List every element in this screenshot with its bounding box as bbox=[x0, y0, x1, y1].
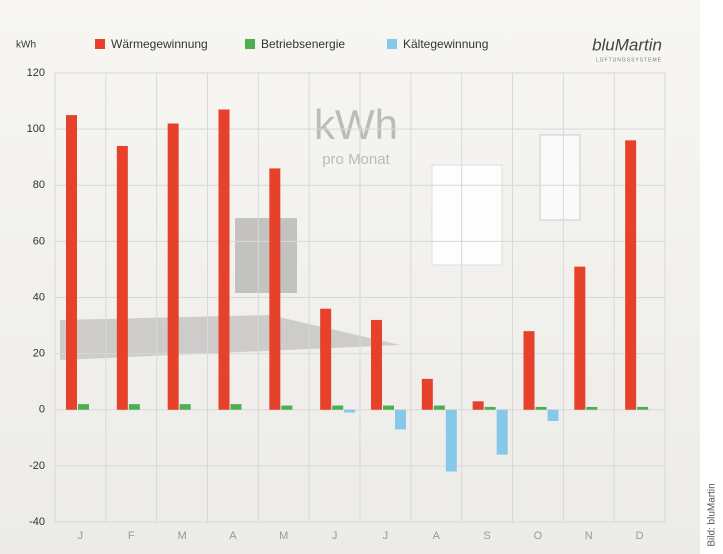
bar bbox=[637, 407, 648, 410]
x-tick-label: M bbox=[177, 530, 186, 542]
bar bbox=[574, 267, 585, 410]
y-tick-label: 80 bbox=[33, 179, 45, 191]
background bbox=[0, 0, 700, 554]
y-tick-label: -40 bbox=[29, 516, 45, 528]
bar bbox=[473, 401, 484, 409]
x-tick-label: A bbox=[433, 530, 441, 542]
legend-swatch bbox=[95, 39, 105, 49]
credit: Bild: bluMartin bbox=[707, 483, 718, 546]
bar bbox=[586, 407, 597, 410]
annotation-sub: pro Monat bbox=[322, 151, 390, 168]
x-tick-label: O bbox=[534, 530, 543, 542]
legend-swatch bbox=[245, 39, 255, 49]
x-tick-label: J bbox=[78, 530, 84, 542]
y-tick-label: 20 bbox=[33, 348, 45, 360]
x-tick-label: D bbox=[636, 530, 644, 542]
bar bbox=[497, 410, 508, 455]
y-tick-label: 60 bbox=[33, 235, 45, 247]
bar bbox=[129, 404, 140, 410]
bar bbox=[78, 404, 89, 410]
bar bbox=[536, 407, 547, 410]
bar bbox=[66, 115, 77, 410]
legend-label: Kältegewinnung bbox=[403, 37, 488, 51]
legend-label: Betriebsenergie bbox=[261, 37, 345, 51]
x-tick-label: M bbox=[279, 530, 288, 542]
legend-swatch bbox=[387, 39, 397, 49]
bar bbox=[422, 379, 433, 410]
annotation: kWh bbox=[314, 101, 398, 148]
bar bbox=[485, 407, 496, 410]
legend-label: Wärmegewinnung bbox=[111, 37, 208, 51]
y-tick-label: 0 bbox=[39, 404, 45, 416]
x-tick-label: F bbox=[128, 530, 135, 542]
x-tick-label: S bbox=[483, 530, 490, 542]
y-tick-label: 120 bbox=[27, 67, 45, 79]
bar bbox=[383, 406, 394, 410]
bar bbox=[281, 406, 292, 410]
y-axis-label: kWh bbox=[16, 40, 36, 51]
bar bbox=[524, 331, 535, 410]
bar bbox=[231, 404, 242, 410]
x-tick-label: N bbox=[585, 530, 593, 542]
y-tick-label: -20 bbox=[29, 460, 45, 472]
device-photo bbox=[540, 135, 580, 220]
bar bbox=[344, 410, 355, 413]
window-photo bbox=[432, 165, 502, 265]
x-tick-label: A bbox=[229, 530, 237, 542]
y-tick-label: 40 bbox=[33, 291, 45, 303]
logo-sub: LÜFTUNGSSYSTEME bbox=[596, 56, 662, 63]
bar bbox=[434, 406, 445, 410]
y-tick-label: 100 bbox=[27, 123, 45, 135]
bar bbox=[117, 146, 128, 410]
x-tick-label: J bbox=[332, 530, 338, 542]
bar bbox=[269, 168, 280, 409]
oven-photo bbox=[235, 218, 297, 293]
bar bbox=[395, 410, 406, 430]
chart: kWh kWh pro Monat bluMartin LÜFTUNGSSYST… bbox=[0, 0, 723, 554]
bar bbox=[180, 404, 191, 410]
x-tick-label: J bbox=[383, 530, 389, 542]
bar bbox=[219, 109, 230, 409]
bar bbox=[371, 320, 382, 410]
bar bbox=[548, 410, 559, 421]
bar bbox=[320, 309, 331, 410]
logo: bluMartin bbox=[592, 35, 662, 54]
bar bbox=[625, 140, 636, 409]
bar bbox=[446, 410, 457, 472]
bar bbox=[332, 406, 343, 410]
bar bbox=[168, 124, 179, 410]
